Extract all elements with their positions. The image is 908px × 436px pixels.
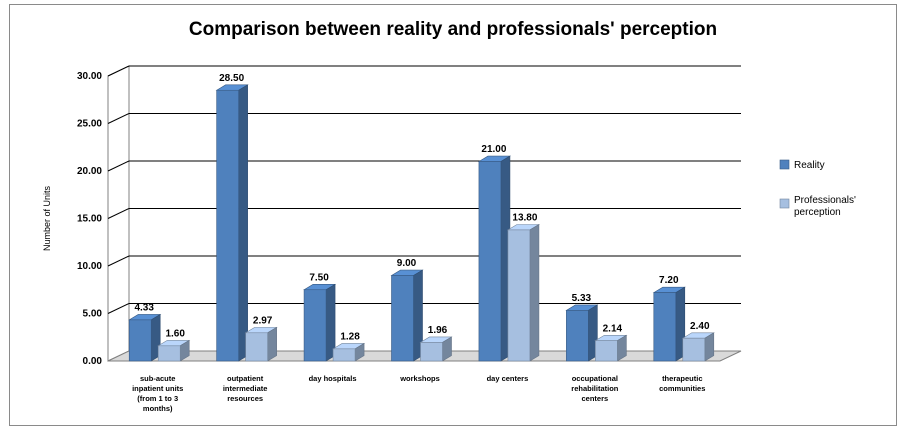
bar-reality [652, 286, 686, 362]
data-label-reality: 7.50 [309, 272, 329, 283]
bar-perception [594, 334, 628, 362]
bar-perception [331, 342, 366, 362]
bar-front [157, 345, 181, 362]
y-tick-label: 15.00 [77, 214, 102, 225]
bar-front [216, 89, 239, 362]
data-label-reality: 4.33 [134, 302, 154, 313]
bars [128, 84, 715, 362]
x-tick-label: day hospitals [309, 374, 357, 383]
bar-chart: 0.00 5.00 10.00 15.00 20.00 25.00 30.00 Number … [42, 65, 856, 413]
chart-title: Comparison between reality and professio… [188, 19, 718, 40]
legend-swatch-reality [779, 159, 790, 170]
y-tick-label: 5.00 [83, 309, 103, 320]
y-axis-ticks: 0.00 5.00 10.00 15.00 20.00 25.00 30.00 [77, 71, 102, 367]
bar-front [595, 340, 618, 362]
gridlines [107, 65, 741, 314]
bar-reality [128, 313, 162, 362]
legend-swatch-perception [779, 198, 790, 209]
bar-front [128, 319, 152, 362]
legend-label-reality: Reality [794, 160, 825, 171]
legend: Reality Professionals' perception [779, 159, 856, 218]
data-label-perception: 2.40 [690, 321, 710, 332]
bar-side [529, 223, 540, 362]
data-label-perception: 13.80 [512, 213, 537, 224]
gridline-depth [107, 65, 130, 77]
bar-front [507, 229, 531, 362]
x-tick-label: sub-acute [140, 374, 175, 383]
bar-reality [565, 304, 599, 362]
x-tick-label: (from 1 to 3 [137, 394, 178, 403]
y-tick-label: 30.00 [77, 71, 102, 82]
bar-front [653, 292, 677, 362]
x-tick-label: occupational [572, 374, 618, 383]
x-tick-label: rehabilitation [571, 384, 619, 393]
bar-reality [302, 283, 337, 362]
bar-perception [506, 223, 541, 362]
bar-front [303, 289, 327, 362]
x-tick-label: resources [227, 394, 263, 403]
bar-side [238, 84, 248, 362]
data-label-perception: 1.60 [165, 328, 185, 339]
bar-front [391, 275, 414, 362]
data-label-reality: 7.20 [659, 275, 679, 286]
y-tick-label: 0.00 [83, 356, 103, 367]
data-label-reality: 21.00 [481, 144, 506, 155]
bar-front [682, 337, 706, 362]
legend-label-perception: Professionals' perception [794, 195, 856, 218]
data-labels: 4.33 1.60 28.50 2.97 7.50 1.28 9.00 1.96 21.00 13… [134, 73, 709, 343]
gridline-depth [107, 113, 130, 124]
bar-front [566, 310, 589, 362]
data-label-perception: 2.97 [253, 315, 273, 326]
x-tick-label: outpatient [227, 374, 264, 383]
x-tick-label: centers [582, 394, 609, 403]
bar-reality [390, 269, 424, 362]
y-axis-label: Number of Units [42, 185, 52, 251]
bar-perception [419, 336, 453, 362]
data-label-perception: 1.96 [428, 325, 448, 336]
data-label-perception: 1.28 [340, 331, 360, 342]
x-tick-label: therapeutic [662, 374, 702, 383]
gridline-depth [107, 303, 130, 314]
x-tick-label: intermediate [223, 384, 268, 393]
x-tick-label: workshops [399, 374, 440, 383]
gridline-depth [107, 160, 130, 172]
bar-perception [681, 332, 715, 362]
data-label-reality: 5.33 [572, 293, 592, 304]
bar-side [267, 326, 277, 362]
bar-perception [157, 339, 191, 362]
x-tick-label: communities [659, 384, 705, 393]
bar-perception [244, 326, 278, 362]
bar-front [245, 332, 268, 362]
bar-front [478, 161, 502, 362]
y-tick-label: 20.00 [77, 166, 102, 177]
data-label-reality: 28.50 [219, 73, 244, 84]
y-tick-label: 25.00 [77, 119, 102, 130]
x-tick-label: day centers [487, 374, 529, 383]
data-label-perception: 2.14 [603, 323, 623, 334]
y-tick-label: 10.00 [77, 261, 102, 272]
bar-front [332, 348, 356, 362]
chart-frame: Comparison between reality and professio… [9, 4, 897, 426]
bar-front [420, 342, 443, 362]
gridline-depth [107, 208, 130, 219]
data-label-reality: 9.00 [397, 258, 417, 269]
bar-reality [215, 84, 249, 362]
x-tick-label: months) [143, 404, 173, 413]
x-tick-label: inpatient units [132, 384, 183, 393]
gridline-depth [107, 255, 130, 267]
bar-reality [477, 155, 512, 362]
